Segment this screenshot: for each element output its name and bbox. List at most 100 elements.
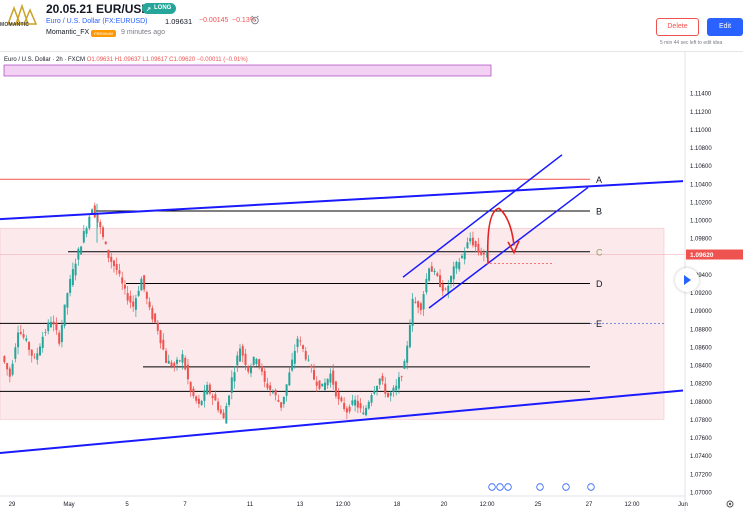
candle-body [228,395,231,405]
edit-time-note: 5 min 44 sec left to edit idea [660,40,723,46]
price-tick-label: 1.09400 [690,273,712,279]
candle-body [485,251,488,252]
lower-trendline [0,389,684,455]
candle-body [356,400,359,408]
level-label-b: B [596,207,602,217]
time-tick-label: 13 [297,502,304,508]
candle-body [258,359,261,367]
candle-body [326,378,329,386]
play-replay-button[interactable] [675,268,699,292]
price-chart[interactable]: A B C D E 1.11400 1.11200 1.11000 1.10800 1.1060… [0,52,743,511]
candle-body [156,322,159,331]
candle-body [206,384,209,395]
candle-body [121,277,124,284]
candle-body [239,348,242,362]
candle-body [255,358,258,364]
candle-body [88,216,91,229]
candle-body [430,266,433,272]
candle-body [362,412,365,415]
symbol-link[interactable]: Euro / U.S. Dollar (FX:EURUSD) [46,18,148,25]
level-label-a: A [596,175,602,185]
candle-body [85,228,88,234]
candle-body [469,238,472,242]
current-price-tag [686,249,743,260]
delete-button[interactable]: Delete [656,18,699,36]
chart-symbol: Euro / U.S. Dollar · 2h · FXCM [4,57,86,63]
candle-body [14,347,17,359]
candle-body [140,278,143,291]
candle-body [280,402,283,408]
drawing-layer [0,154,684,455]
candle-body [480,250,483,255]
event-marker-icon[interactable] [496,483,504,491]
gear-icon[interactable] [725,499,735,509]
candle-body [321,383,324,387]
candle-body [93,205,96,218]
price-tick-label: 1.10000 [690,219,712,225]
alarm-icon[interactable] [250,15,260,25]
candle-layer [3,202,488,424]
time-tick-label: 18 [394,502,401,508]
candle-body [425,278,428,293]
candle-body [159,330,162,344]
candle-body [296,338,299,348]
candle-body [455,261,458,269]
event-marker-icon[interactable] [536,483,544,491]
author-name[interactable]: Momantic_FX [46,29,90,36]
candle-body [260,366,263,372]
grid-layer: A B C D E [0,175,664,392]
event-marker-icon[interactable] [587,483,595,491]
candle-body [66,293,69,308]
candle-body [25,338,28,341]
candle-body [329,373,332,383]
candle-body [384,383,387,394]
candle-body [17,332,20,348]
candle-body [471,237,474,246]
candle-body [477,243,480,253]
candle-body [365,407,368,416]
candle-body [381,375,384,382]
price-tick-label: 1.07600 [690,436,712,442]
candle-body [417,301,420,308]
event-marker-icon[interactable] [562,483,570,491]
candle-body [165,350,168,363]
candle-body [28,342,31,350]
candle-body [30,349,33,356]
candle-body [419,303,422,311]
time-tick-label: 12:00 [479,502,495,508]
candle-body [6,363,9,370]
price-tick-label: 1.11000 [690,128,712,134]
candle-body [302,345,305,349]
candle-body [392,387,395,393]
candle-body [482,252,485,255]
price-change-percent: −0.13% [232,17,256,24]
candle-body [318,380,321,389]
candle-body [277,400,280,402]
candle-body [178,360,181,362]
candle-body [291,359,294,371]
candle-body [217,401,220,411]
candle-body [395,385,398,391]
candle-body [345,408,348,413]
candle-body [337,392,340,400]
candle-body [63,304,66,326]
candle-body [466,242,469,249]
candle-body [36,353,39,360]
candle-body [186,364,189,380]
candle-body [175,359,178,364]
play-icon [684,275,691,285]
edit-button[interactable]: Edit [707,18,743,36]
candle-body [225,405,228,424]
candle-body [170,362,173,367]
candle-body [38,346,41,356]
current-price-tag-label: 1.09620 [690,252,714,259]
candle-body [132,301,135,307]
candle-body [376,385,379,392]
level-label-d: D [596,279,603,289]
candle-body [299,340,302,342]
candle-body [463,251,466,260]
time-tick-label: 5 [125,502,129,508]
candle-body [252,356,255,365]
event-marker-icon[interactable] [488,483,496,491]
event-marker-icon[interactable] [504,483,512,491]
